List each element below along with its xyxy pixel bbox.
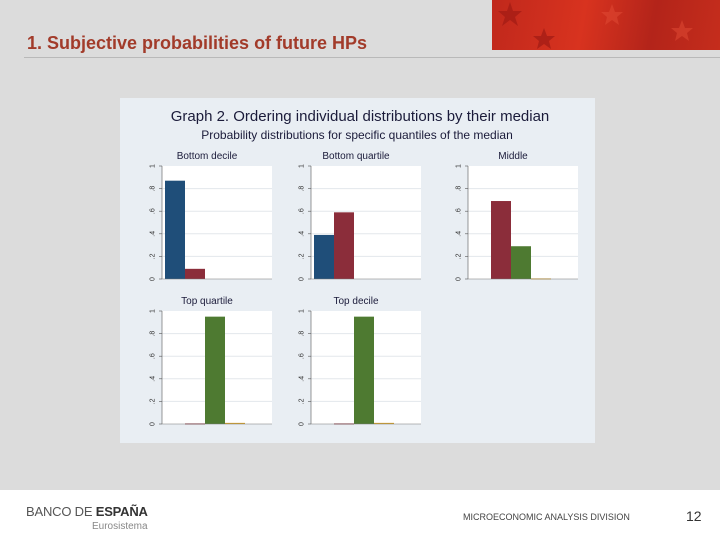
y-tick-label: 0	[299, 422, 306, 426]
bar-middle	[334, 212, 354, 279]
bar-top	[205, 316, 225, 424]
subplot-title: Middle	[498, 151, 528, 162]
star-icon	[533, 28, 555, 49]
bank-logo: BANCO DE ESPAÑA	[26, 504, 148, 519]
page-number: 12	[686, 508, 702, 524]
y-tick-label: 1	[150, 309, 157, 313]
y-tick-label: .2	[299, 398, 306, 404]
y-tick-label: 0	[150, 422, 157, 426]
y-tick-label: .8	[150, 186, 157, 192]
y-tick-label: .6	[150, 353, 157, 359]
y-tick-label: .8	[456, 186, 463, 192]
y-tick-label: .6	[299, 208, 306, 214]
bar-top	[354, 316, 374, 424]
y-tick-label: .8	[299, 331, 306, 337]
bank-logo-strong: ESPAÑA	[95, 504, 148, 519]
y-tick-label: .4	[150, 376, 157, 382]
y-tick-label: .8	[150, 331, 157, 337]
star-icon	[601, 4, 623, 25]
subplot-title: Top decile	[333, 296, 378, 307]
bar-extra	[374, 422, 394, 424]
y-tick-label: .4	[299, 231, 306, 237]
bar-bottom	[165, 180, 185, 279]
star-icon	[498, 2, 522, 26]
y-tick-label: .4	[456, 231, 463, 237]
bar-top	[511, 246, 531, 279]
subplot-bottom-decile: 0 .2 .4 .6 .8 1 Bottom decile	[150, 151, 272, 281]
y-tick-label: 1	[299, 309, 306, 313]
y-tick-label: 1	[150, 164, 157, 168]
subplot-bottom-quartile: 0 .2 .4 .6 .8 1 Bottom quartile	[299, 151, 421, 281]
y-tick-label: .2	[299, 253, 306, 259]
chart-panel: Graph 2. Ordering individual distributio…	[120, 98, 595, 443]
y-tick-label: .2	[456, 253, 463, 259]
y-tick-label: 1	[456, 164, 463, 168]
division-name: MICROECONOMIC ANALYSIS DIVISION	[463, 512, 630, 522]
y-tick-label: .2	[150, 253, 157, 259]
subplot-top-decile: 0 .2 .4 .6 .8 1 Top decile	[299, 296, 421, 426]
subplot-title: Top quartile	[181, 296, 233, 307]
y-tick-label: .2	[150, 398, 157, 404]
subplot-top-quartile: 0 .2 .4 .6 .8 1 Top quartile	[150, 296, 272, 426]
y-tick-label: 0	[299, 277, 306, 281]
bank-logo-prefix: BANCO DE	[26, 504, 96, 519]
flag-banner	[492, 0, 720, 50]
bank-logo-sub: Eurosistema	[92, 521, 148, 532]
y-tick-label: 0	[150, 277, 157, 281]
y-tick-label: 1	[299, 164, 306, 168]
chart-title: Graph 2. Ordering individual distributio…	[171, 108, 550, 125]
star-icon	[671, 20, 693, 41]
chart: Graph 2. Ordering individual distributio…	[150, 108, 578, 426]
title-divider	[24, 57, 720, 58]
y-tick-label: .4	[150, 231, 157, 237]
chart-subtitle: Probability distributions for specific q…	[201, 128, 513, 142]
y-tick-label: .4	[299, 376, 306, 382]
bar-middle	[185, 268, 205, 279]
bar-extra	[225, 422, 245, 424]
slide-header: 1. Subjective probabilities of future HP…	[0, 0, 720, 60]
subplot-middle: 0 .2 .4 .6 .8 1 Middle	[456, 151, 578, 281]
y-tick-label: .6	[456, 208, 463, 214]
y-tick-label: .8	[299, 186, 306, 192]
subplot-title: Bottom decile	[177, 151, 238, 162]
bar-bottom	[314, 234, 334, 279]
subplot-title: Bottom quartile	[322, 151, 390, 162]
flag-stars-decoration	[498, 2, 693, 49]
footer: BANCO DE ESPAÑA Eurosistema MICROECONOMI…	[0, 490, 720, 540]
slide-title: 1. Subjective probabilities of future HP…	[27, 33, 368, 53]
y-tick-label: .6	[150, 208, 157, 214]
y-tick-label: .6	[299, 353, 306, 359]
bar-middle	[491, 201, 511, 279]
y-tick-label: 0	[456, 277, 463, 281]
